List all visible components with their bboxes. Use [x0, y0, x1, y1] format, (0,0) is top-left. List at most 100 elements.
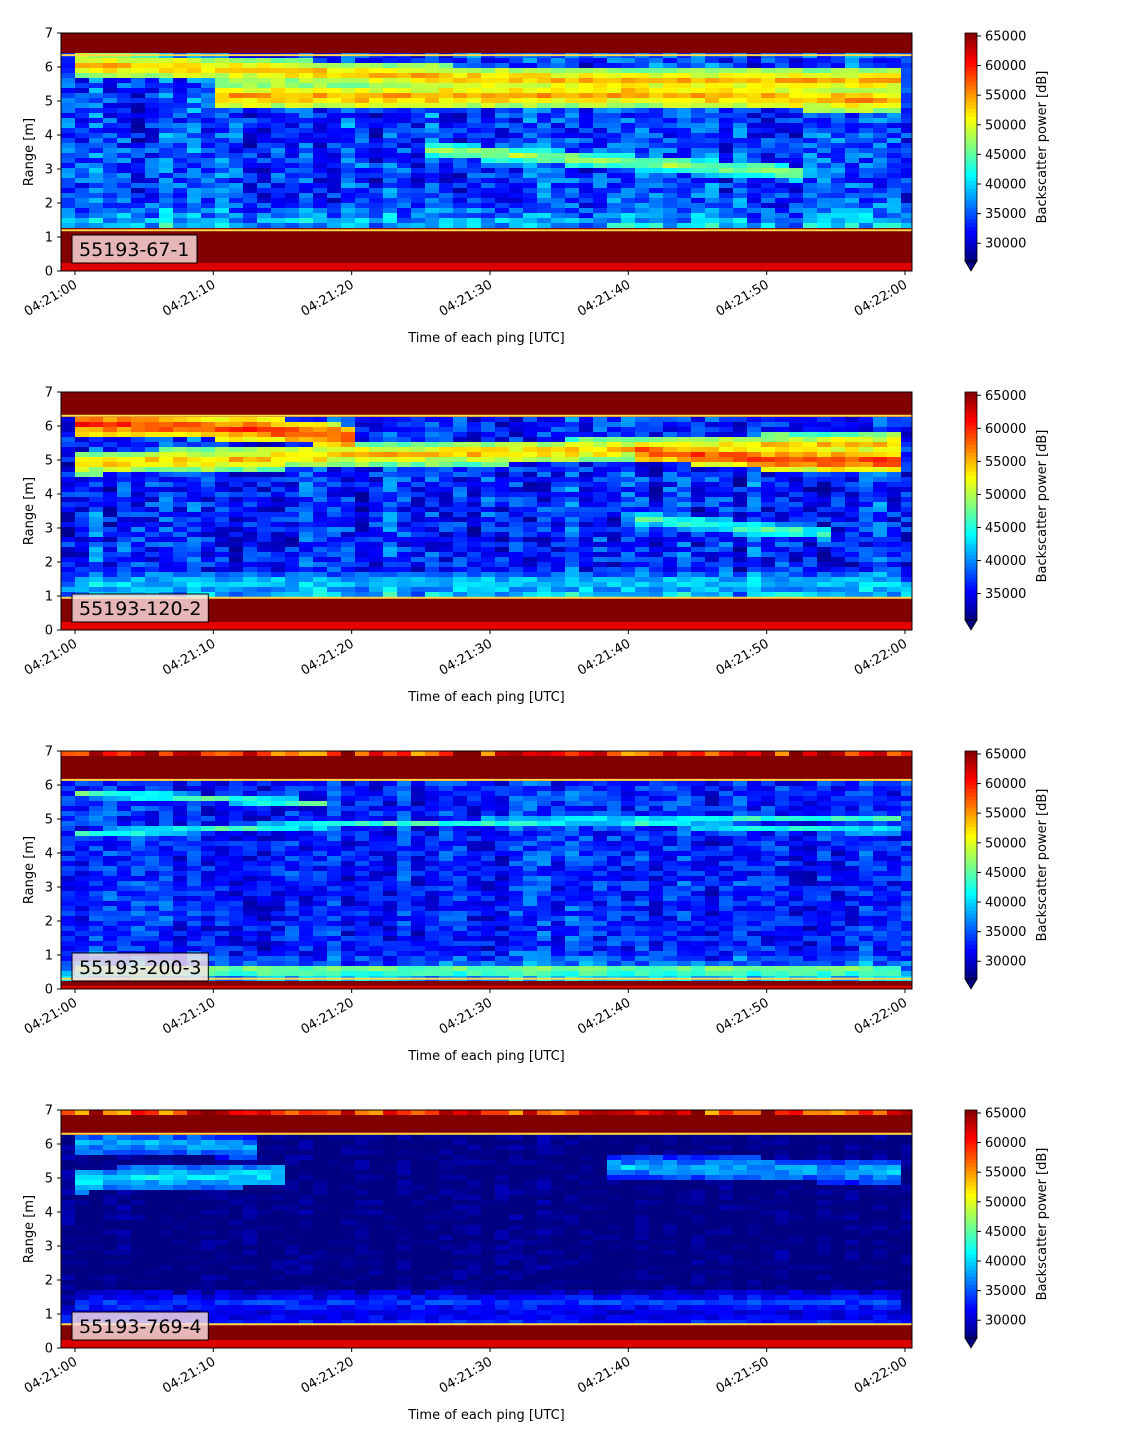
heatmap-cell [257, 417, 271, 422]
heatmap-cell [705, 183, 719, 188]
heatmap-cell [285, 542, 299, 547]
heatmap-cell [495, 417, 509, 422]
heatmap-cell [803, 43, 817, 48]
heatmap-cell [131, 133, 145, 138]
heatmap-cell [425, 592, 439, 597]
heatmap-cell [649, 158, 663, 163]
heatmap-cell [341, 507, 355, 512]
heatmap-cell [103, 108, 117, 113]
heatmap-cell [509, 527, 523, 532]
heatmap-cell [75, 532, 89, 537]
heatmap-cell [215, 547, 229, 552]
heatmap-cell [271, 517, 285, 522]
heatmap-cell [327, 432, 341, 437]
heatmap-cell [159, 48, 173, 53]
heatmap-cell [285, 462, 299, 467]
heatmap-cell [229, 238, 243, 243]
heatmap-cell [425, 512, 439, 517]
heatmap-cell [467, 567, 481, 572]
heatmap-cell [467, 502, 481, 507]
heatmap-cell [803, 63, 817, 68]
heatmap-cell [299, 118, 313, 123]
heatmap-cell [453, 128, 467, 133]
heatmap-cell [705, 163, 719, 168]
heatmap-cell [579, 133, 593, 138]
heatmap-cell [61, 402, 75, 407]
heatmap-cell [131, 93, 145, 98]
heatmap-cell [131, 397, 145, 402]
heatmap-cell [607, 33, 621, 38]
heatmap-cell [173, 397, 187, 402]
heatmap-cell [523, 507, 537, 512]
heatmap-cell [733, 248, 747, 253]
heatmap-cell [467, 73, 481, 78]
heatmap-cell [117, 472, 131, 477]
heatmap-cell [691, 183, 705, 188]
heatmap-cell [845, 203, 859, 208]
heatmap-cell [313, 537, 327, 542]
heatmap-cell [243, 552, 257, 557]
heatmap-cell [215, 128, 229, 133]
heatmap-cell [299, 587, 313, 592]
heatmap-cell [75, 552, 89, 557]
heatmap-cell [439, 557, 453, 562]
heatmap-cell [621, 123, 635, 128]
heatmap-cell [159, 133, 173, 138]
heatmap-cell [229, 427, 243, 432]
heatmap-cell [761, 203, 775, 208]
heatmap-cell [243, 123, 257, 128]
heatmap-cell [159, 502, 173, 507]
heatmap-cell [145, 502, 159, 507]
heatmap-cell [593, 258, 607, 263]
heatmap-cell [523, 143, 537, 148]
heatmap-cell [159, 123, 173, 128]
heatmap-cell [229, 118, 243, 123]
x-axis-label: Time of each ping [UTC] [407, 331, 565, 346]
heatmap-cell [313, 507, 327, 512]
heatmap-cell [509, 462, 523, 467]
heatmap-cell [495, 198, 509, 203]
heatmap-cell [453, 243, 467, 248]
heatmap-cell [103, 537, 117, 542]
heatmap-cell [271, 607, 285, 612]
heatmap-cell [425, 123, 439, 128]
heatmap-cell [481, 562, 495, 567]
heatmap-cell [383, 223, 397, 228]
heatmap-cell [103, 213, 117, 218]
heatmap-cell [229, 592, 243, 597]
heatmap-cell [243, 133, 257, 138]
heatmap-cell [117, 512, 131, 517]
heatmap-cell [159, 98, 173, 103]
heatmap-cell [257, 432, 271, 437]
heatmap-cell [229, 113, 243, 118]
heatmap-cell [565, 487, 579, 492]
heatmap-cell [89, 103, 103, 108]
heatmap-cell [61, 482, 75, 487]
heatmap-cell [845, 198, 859, 203]
heatmap-cell [215, 602, 229, 607]
heatmap-cell [607, 128, 621, 133]
heatmap-cell [257, 198, 271, 203]
heatmap-cell [887, 208, 901, 213]
heatmap-cell [453, 218, 467, 223]
heatmap-cell [691, 73, 705, 78]
heatmap-cell [61, 143, 75, 148]
heatmap-cell [495, 622, 509, 627]
heatmap-cell [579, 402, 593, 407]
heatmap-cell [117, 33, 131, 38]
heatmap-cell [327, 263, 341, 268]
heatmap-cell [537, 457, 551, 462]
heatmap-cell [369, 93, 383, 98]
heatmap-cell [607, 547, 621, 552]
heatmap-cell [201, 487, 215, 492]
heatmap-cell [677, 88, 691, 93]
heatmap-cell [61, 133, 75, 138]
heatmap-cell [467, 602, 481, 607]
heatmap-cell [509, 442, 523, 447]
heatmap-cell [719, 203, 733, 208]
heatmap-cell [775, 38, 789, 43]
heatmap-cell [369, 153, 383, 158]
heatmap-cell [789, 38, 803, 43]
heatmap-cell [495, 88, 509, 93]
heatmap-cell [215, 208, 229, 213]
